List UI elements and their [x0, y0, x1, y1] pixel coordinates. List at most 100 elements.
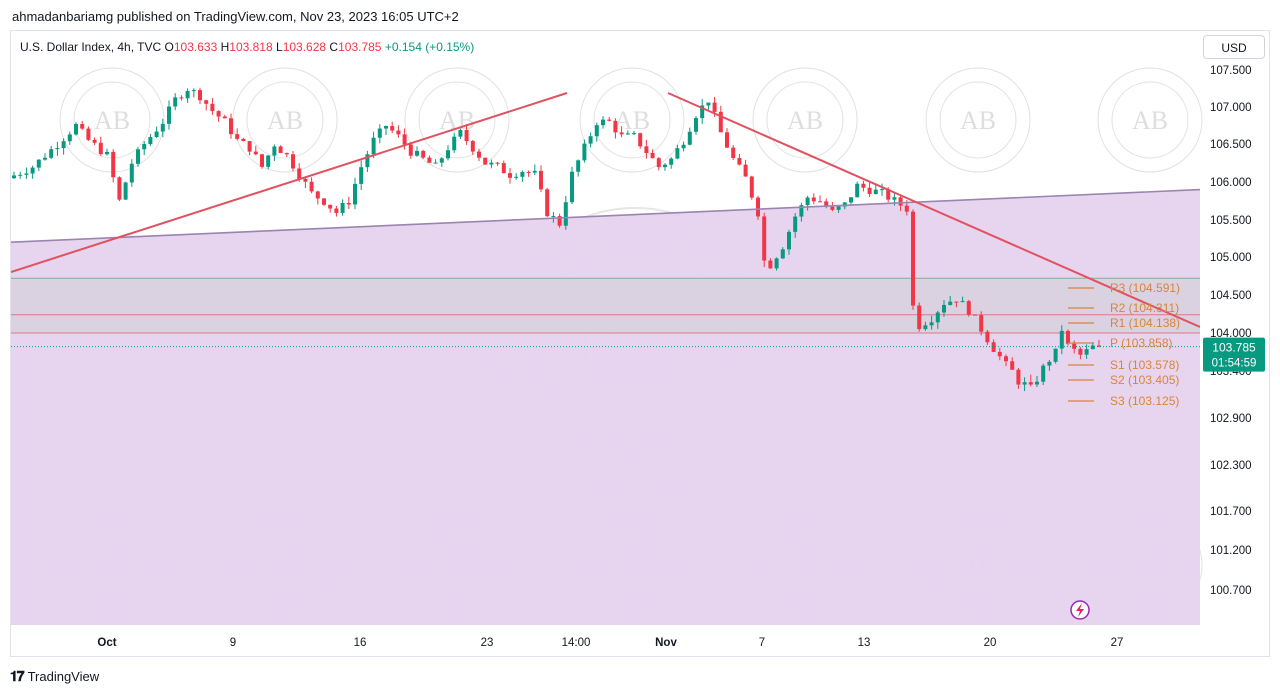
candle-body — [563, 202, 568, 226]
candle-body — [86, 128, 91, 140]
candle-body — [260, 154, 264, 167]
candle-body — [415, 150, 419, 156]
candle-body — [811, 197, 816, 202]
candle-body — [74, 123, 78, 135]
candle-body — [173, 97, 178, 107]
time-tick-label: 7 — [759, 637, 765, 649]
price-tick-label: 104.000 — [1210, 328, 1252, 340]
watermark-seal: AB — [925, 67, 1031, 173]
candle-body — [1072, 343, 1077, 349]
candle-body — [421, 150, 426, 158]
candle-body — [30, 167, 35, 174]
low-value: 103.628 — [282, 40, 327, 54]
symbol-name: U.S. Dollar Index, 4h, TVC — [20, 40, 162, 54]
candle-body — [1004, 356, 1008, 362]
candle-body — [1097, 345, 1101, 347]
candle-body — [948, 301, 953, 305]
candle-body — [774, 258, 779, 269]
candle-body — [377, 128, 382, 138]
candle-body — [489, 162, 494, 165]
candle-body — [191, 90, 196, 92]
purple-zone — [11, 189, 1200, 625]
candle-body — [824, 201, 829, 207]
candle-body — [433, 162, 438, 164]
candle-body — [830, 206, 835, 210]
open-label: O — [164, 40, 174, 54]
candle-body — [923, 325, 928, 330]
time-tick-label: 20 — [984, 637, 997, 649]
candle-body — [743, 164, 748, 177]
candle-body — [483, 157, 488, 165]
candle-body — [340, 202, 345, 213]
candle-body — [570, 171, 574, 203]
candle-body — [725, 132, 729, 148]
candle-body — [315, 191, 320, 199]
candle-body — [67, 134, 72, 142]
candle-body — [303, 178, 308, 182]
candle-body — [105, 151, 109, 155]
candle-body — [384, 126, 388, 129]
candle-body — [111, 151, 116, 178]
footer-brand[interactable]: 𝟏𝟕 TradingView — [10, 668, 99, 685]
publisher-line: ahmadanbariamg published on TradingView.… — [12, 9, 459, 24]
watermark-seal: AB — [579, 67, 685, 173]
pivot-level-label: S1 (103.578) — [1110, 358, 1179, 372]
candle-body — [284, 153, 289, 155]
low-label: L — [276, 40, 283, 54]
candle-body — [818, 201, 822, 203]
candle-body — [328, 204, 333, 209]
candle-body — [787, 231, 791, 250]
price-tag-value: 103.785 — [1212, 341, 1256, 355]
candle-body — [229, 118, 233, 135]
candle-body — [167, 106, 171, 124]
candle-body — [198, 90, 202, 101]
price-tick-label: 100.700 — [1210, 585, 1252, 597]
candle-body — [861, 183, 866, 188]
candle-body — [681, 144, 686, 149]
candle-body — [439, 158, 444, 163]
lightning-icon[interactable] — [1070, 600, 1090, 620]
candle-body — [123, 182, 128, 200]
candle-body — [607, 119, 612, 121]
candle-body — [638, 133, 643, 147]
price-axis[interactable]: 107.500 107.000 106.500 106.000 105.500 105.0… — [1210, 65, 1252, 597]
candle-body — [911, 211, 915, 306]
candle-body — [737, 158, 742, 165]
candle-body — [446, 150, 450, 159]
candle-body — [706, 102, 711, 106]
candle-body — [1035, 381, 1039, 385]
time-axis[interactable]: Oct 9 16 23 14:00 Nov 7 13 20 27 — [97, 637, 1123, 649]
candle-body — [904, 205, 909, 212]
pivot-labels: R3 (104.591) R2 (104.311)R1 (104.138) P (1… — [1068, 281, 1180, 408]
price-tick-label: 106.000 — [1210, 177, 1252, 189]
price-tick-label: 106.500 — [1210, 139, 1252, 151]
candle-body — [136, 149, 140, 164]
candle-body — [700, 105, 705, 119]
candle-body — [780, 249, 785, 259]
pivot-level-label: S2 (103.405) — [1110, 373, 1179, 387]
last-price-tag: 103.785 01:54:59 — [1203, 337, 1265, 372]
candles-layer[interactable] — [12, 87, 1101, 392]
tradingview-logo-icon: 𝟏𝟕 — [10, 668, 25, 684]
candle-body — [979, 315, 984, 332]
candle-body — [656, 158, 661, 168]
candle-body — [80, 123, 85, 129]
watermark-initials: AB — [787, 106, 823, 135]
candle-body — [92, 139, 97, 143]
candle-body — [396, 130, 401, 135]
candle-body — [346, 202, 351, 205]
candle-body — [644, 146, 649, 153]
candle-body — [997, 351, 1002, 357]
candle-body — [49, 149, 54, 158]
pivot-level-label: R1 (104.138) — [1110, 316, 1180, 330]
currency-button[interactable]: USD — [1203, 35, 1265, 59]
candle-body — [539, 170, 543, 190]
time-tick-label: Nov — [655, 637, 677, 649]
gray-resistance-band — [11, 278, 1200, 333]
candle-body — [849, 197, 853, 203]
candle-body — [929, 322, 934, 326]
candle-body — [222, 116, 227, 119]
watermark-seal: AB — [752, 67, 858, 173]
candle-body — [359, 167, 364, 184]
